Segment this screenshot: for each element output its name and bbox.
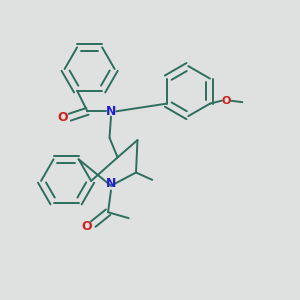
Text: O: O xyxy=(57,111,68,124)
Text: O: O xyxy=(221,96,231,106)
Text: N: N xyxy=(106,105,116,118)
Text: O: O xyxy=(82,220,92,233)
Text: N: N xyxy=(106,177,116,190)
